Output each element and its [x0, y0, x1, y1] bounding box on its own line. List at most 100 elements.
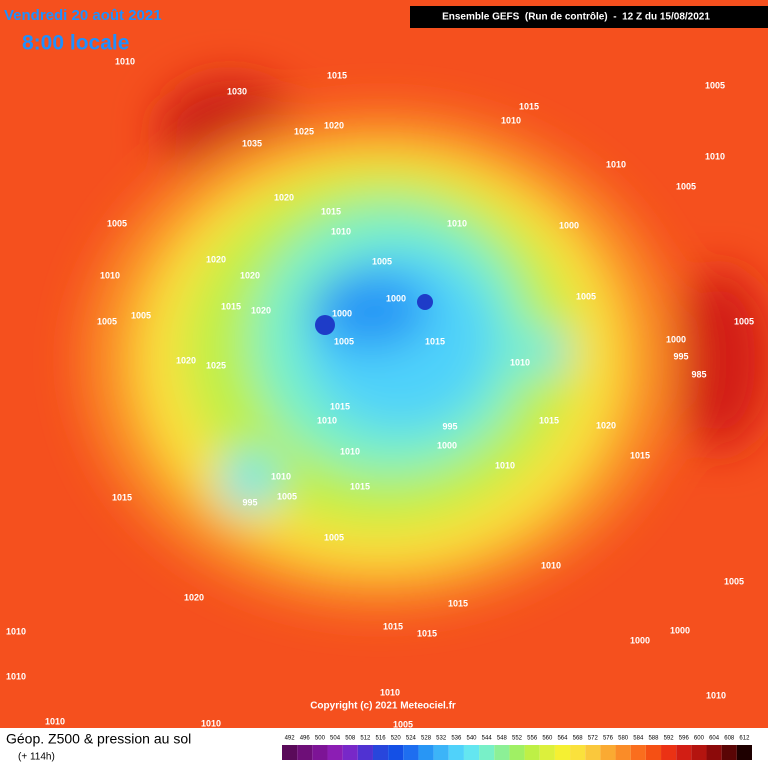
- scale-swatch: [403, 745, 419, 760]
- scale-label: 568: [573, 736, 584, 742]
- scale-label: 580: [618, 736, 629, 742]
- scale-swatch: [327, 745, 343, 760]
- scale-swatch: [282, 745, 298, 760]
- scale-label: 504: [330, 736, 341, 742]
- isobar-label: 1020: [596, 420, 616, 430]
- scale-swatch: [706, 745, 722, 760]
- isobar-label: 1010: [201, 718, 221, 728]
- isobar-label: 1010: [447, 218, 467, 228]
- isobar-label: 1000: [630, 635, 650, 645]
- isobar-label: 1015: [321, 206, 341, 216]
- scale-swatch: [615, 745, 631, 760]
- scale-label: 560: [542, 736, 553, 742]
- scale-swatch: [297, 745, 313, 760]
- scale-swatch: [585, 745, 601, 760]
- date: Vendredi 20 août 2021: [4, 7, 162, 24]
- scale-label: 500: [315, 736, 326, 742]
- isobar-label: 1005: [724, 576, 744, 586]
- isobar-label: 1000: [670, 625, 690, 635]
- isobar-label: 1015: [327, 70, 347, 80]
- isobar-label: 1005: [107, 218, 127, 228]
- scale-label: 576: [603, 736, 614, 742]
- scale-label: 600: [694, 736, 705, 742]
- isobar-label: 1025: [294, 126, 314, 136]
- scale-label: 536: [451, 736, 462, 742]
- isobar-label: 1015: [112, 492, 132, 502]
- scale-swatch: [357, 745, 373, 760]
- isobar-label: 1005: [334, 336, 354, 346]
- isobar-label: 1005: [131, 310, 151, 320]
- scale-label: 556: [527, 736, 538, 742]
- isobar-label: 1000: [666, 334, 686, 344]
- scale-swatch: [554, 745, 571, 760]
- scale-swatch: [600, 745, 616, 760]
- isobar-label: 1000: [332, 308, 352, 318]
- scale-swatch: [539, 745, 555, 760]
- isobar-label: 995: [673, 351, 688, 361]
- isobar-label: 1010: [706, 690, 726, 700]
- scale-swatch: [630, 745, 646, 760]
- scale-swatch: [691, 745, 707, 760]
- isobar-label: 1015: [330, 401, 350, 411]
- scale-swatch: [448, 745, 464, 760]
- isobar-label: 985: [691, 369, 706, 379]
- isobar-label: 1000: [559, 220, 579, 230]
- scale-label: 584: [633, 736, 644, 742]
- isobar-label: 1010: [510, 357, 530, 367]
- isobar-label: 1015: [519, 101, 539, 111]
- isobar-label: 1020: [206, 254, 226, 264]
- isobar-label: 1015: [448, 598, 468, 608]
- isobar-label: 1025: [206, 360, 226, 370]
- isobar-label: 1010: [606, 159, 626, 169]
- isobar-label: 1010: [271, 471, 291, 481]
- isobar-label: 1010: [317, 415, 337, 425]
- scale-label: 492: [285, 736, 296, 742]
- scale-label: 608: [724, 736, 735, 742]
- scale-label: 588: [648, 736, 659, 742]
- local-time: 8:00 locale: [22, 32, 129, 55]
- isobar-label: 1000: [386, 293, 406, 303]
- scale-label: 596: [679, 736, 690, 742]
- isobar-label: 1020: [251, 305, 271, 315]
- isobar-label: 1010: [6, 626, 26, 636]
- isobar-label: 1005: [97, 316, 117, 326]
- isobar-label: 1000: [437, 440, 457, 450]
- isobar-label: 1015: [221, 301, 241, 311]
- color-scale: 492 496 500 504 508 512 516 520 524 528 532 536 540 5…: [282, 736, 752, 760]
- scale-swatch: [479, 745, 495, 760]
- scale-swatch: [509, 745, 525, 760]
- isobar-label: 1010: [380, 687, 400, 697]
- isobar-label: 1005: [734, 316, 754, 326]
- isobar-label: 1010: [100, 270, 120, 280]
- scale-swatch: [570, 745, 586, 760]
- scale-label: 604: [709, 736, 720, 742]
- scale-label: 540: [467, 736, 478, 742]
- isobar-label: 1015: [417, 628, 437, 638]
- isobar-label: 1015: [383, 621, 403, 631]
- scale-label: 564: [557, 736, 568, 742]
- scale-swatch: [676, 745, 692, 760]
- scale-swatch: [372, 745, 389, 760]
- scale-swatch: [661, 745, 677, 760]
- isobar-label: 1005: [576, 291, 596, 301]
- isobar-label: 1010: [45, 716, 65, 726]
- legend-lead: (+ 114h): [18, 752, 55, 763]
- isobar-label: 1010: [541, 560, 561, 570]
- isobar-label: 1020: [176, 355, 196, 365]
- isobar-label: 1010: [501, 115, 521, 125]
- scale-swatch: [433, 745, 449, 760]
- isobar-label: 1005: [277, 491, 297, 501]
- isobar-label: 1005: [324, 532, 344, 542]
- scale-swatch: [721, 745, 737, 760]
- scale-swatch: [418, 745, 434, 760]
- scale-label: 592: [664, 736, 675, 742]
- isobar-label: 1010: [705, 151, 725, 161]
- scale-label: 508: [345, 736, 356, 742]
- scale-label: 572: [588, 736, 599, 742]
- isobar-label: 1010: [340, 446, 360, 456]
- isobar-label: 1015: [350, 481, 370, 491]
- isobar-label: 1010: [331, 226, 351, 236]
- isobar-label: 1020: [274, 192, 294, 202]
- isobar-label: 1010: [115, 56, 135, 66]
